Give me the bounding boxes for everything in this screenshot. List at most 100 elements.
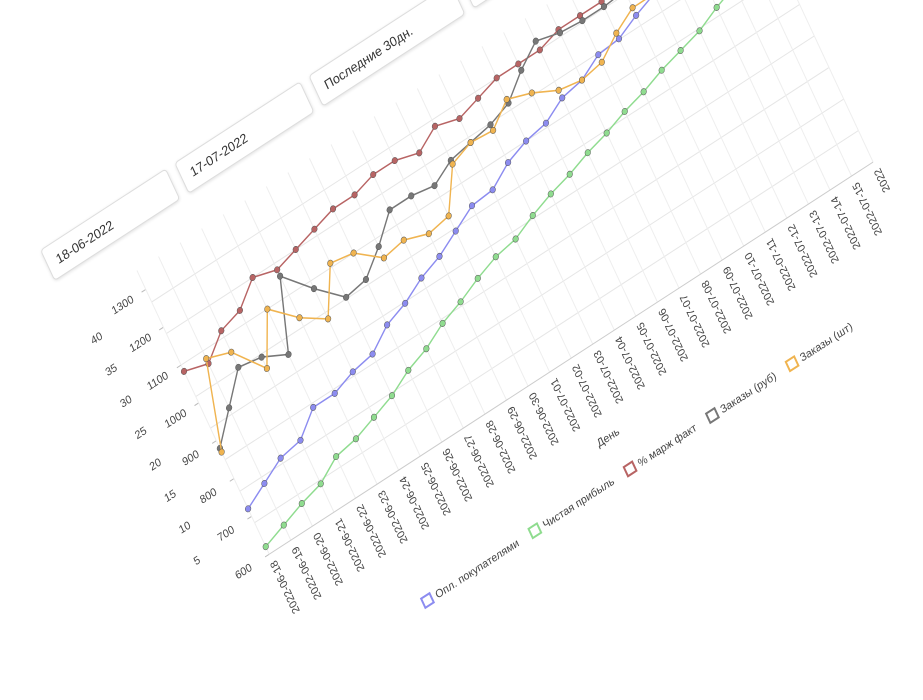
point [542,119,549,127]
point [529,212,536,219]
grid-line-x [416,88,551,373]
y-tick-label: 20 [148,456,163,474]
y2-tick-label: 1200 [128,331,154,355]
point [677,47,684,54]
y2-tick [159,326,164,331]
point [547,190,554,198]
point [402,299,409,307]
point [512,235,519,243]
point [418,274,425,282]
grid-line-x [158,256,292,541]
legend-label: Опл. покупателями [434,537,521,601]
point [274,266,281,274]
point [285,350,292,358]
point [584,149,591,157]
point [595,51,602,59]
point [475,94,482,102]
point [370,171,377,179]
point [329,205,337,213]
point [696,27,703,35]
point [431,182,438,190]
point [640,88,647,96]
x-axis [269,161,874,555]
y-tick-label: 40 [89,330,104,348]
point [333,453,340,461]
point [629,4,636,12]
grid-line-x [675,0,809,205]
point [369,350,376,358]
grid-line-x [654,0,788,219]
grid-line-x [309,158,443,443]
series-line [265,0,773,548]
y-tick-label: 35 [104,362,119,380]
point [325,315,332,323]
grid-line-x [287,172,421,457]
grid-line-x [546,4,680,289]
point [226,404,233,412]
point [292,246,299,253]
point [658,66,665,74]
point [416,149,423,157]
point [467,139,474,146]
point [235,363,242,371]
point [296,314,303,322]
point [452,227,459,235]
y2-tick-label: 700 [216,524,236,545]
point [556,29,564,37]
y2-tick [229,478,235,482]
grid-line-x [481,46,615,331]
legend-label: Чистая прибыль [541,475,616,532]
x-axis-label: День [595,425,622,450]
point [492,253,499,261]
grid-line-x [610,0,745,247]
point [578,76,586,84]
point [532,37,539,45]
grid-line-x [438,74,572,359]
grid-line-x [718,0,852,177]
point [277,454,284,462]
y-tick-label: 5 [192,554,202,568]
point [528,89,535,97]
point [468,202,476,210]
point [277,272,284,280]
grid-line-x [395,102,529,387]
point [405,366,412,374]
point [579,17,586,25]
grid-line-x [632,0,766,233]
point [236,306,243,314]
point [436,252,443,260]
point [331,389,338,397]
y2-tick-label: 900 [181,448,201,469]
point [245,505,252,513]
point [713,3,720,11]
point [449,160,456,168]
point [218,327,225,335]
panel: 18-06-2022 17-07-2022 Последние 30дн. Де… [40,0,923,700]
legend-swatch [704,406,720,425]
series-line [219,0,752,449]
grid-line-x [265,186,400,471]
point [425,230,432,238]
grid-line-x [740,0,874,163]
point [258,353,265,361]
point [536,46,543,54]
point [350,249,357,257]
point [310,403,317,411]
grid-line-x [567,0,702,275]
point [445,212,452,220]
legend-swatch [784,354,800,373]
y2-tick [176,364,182,369]
point [523,137,530,145]
grid-line-x [524,18,658,303]
point [218,448,225,456]
legend-label: % марж факт [636,422,698,470]
y2-tick [264,553,270,558]
point [311,225,318,233]
point [439,319,446,327]
grid-line-x [330,144,464,429]
point [297,436,304,444]
y-tick-label: 25 [133,425,148,443]
chart: 5101520253035406007008009001000110012001… [89,0,893,616]
y2-tick [247,515,252,520]
